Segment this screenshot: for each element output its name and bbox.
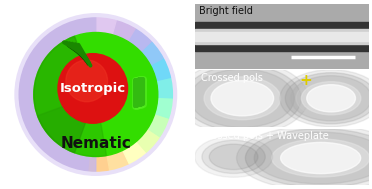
Wedge shape [96,94,148,166]
Bar [195,32,369,41]
Circle shape [58,54,128,123]
Wedge shape [96,94,171,138]
Wedge shape [96,94,175,119]
Wedge shape [96,40,166,94]
Wedge shape [96,94,162,154]
Ellipse shape [211,81,274,116]
Ellipse shape [197,73,288,124]
Ellipse shape [254,132,372,184]
Circle shape [16,15,175,174]
Ellipse shape [176,61,308,135]
Text: Nematic: Nematic [60,136,131,151]
Circle shape [66,60,108,102]
Wedge shape [96,26,153,94]
Ellipse shape [272,139,369,177]
Wedge shape [96,18,137,94]
Ellipse shape [285,73,372,124]
Wedge shape [96,77,175,98]
Ellipse shape [183,65,301,131]
Text: Crossed pols: Crossed pols [201,73,262,83]
Text: Bright field: Bright field [199,6,253,16]
Circle shape [34,33,158,156]
Bar [195,29,369,44]
Ellipse shape [263,136,372,180]
Ellipse shape [202,140,265,174]
Ellipse shape [237,125,372,189]
Ellipse shape [301,82,361,115]
Wedge shape [38,94,106,156]
Text: Isotropic: Isotropic [60,82,126,95]
Wedge shape [96,57,173,94]
Ellipse shape [195,136,273,177]
Ellipse shape [291,76,372,121]
Ellipse shape [204,77,280,120]
Wedge shape [16,15,96,174]
Text: Crossed pols + Waveplate: Crossed pols + Waveplate [201,131,328,141]
Ellipse shape [190,69,294,127]
Ellipse shape [307,85,356,112]
Wedge shape [96,94,130,173]
Text: +: + [300,73,312,88]
Ellipse shape [296,79,366,118]
Wedge shape [89,94,110,174]
Bar [195,22,369,29]
Wedge shape [34,36,96,153]
Ellipse shape [280,70,372,127]
Ellipse shape [280,143,361,174]
Bar [195,44,369,51]
Ellipse shape [246,129,372,187]
Wedge shape [96,15,117,94]
Ellipse shape [209,144,258,170]
